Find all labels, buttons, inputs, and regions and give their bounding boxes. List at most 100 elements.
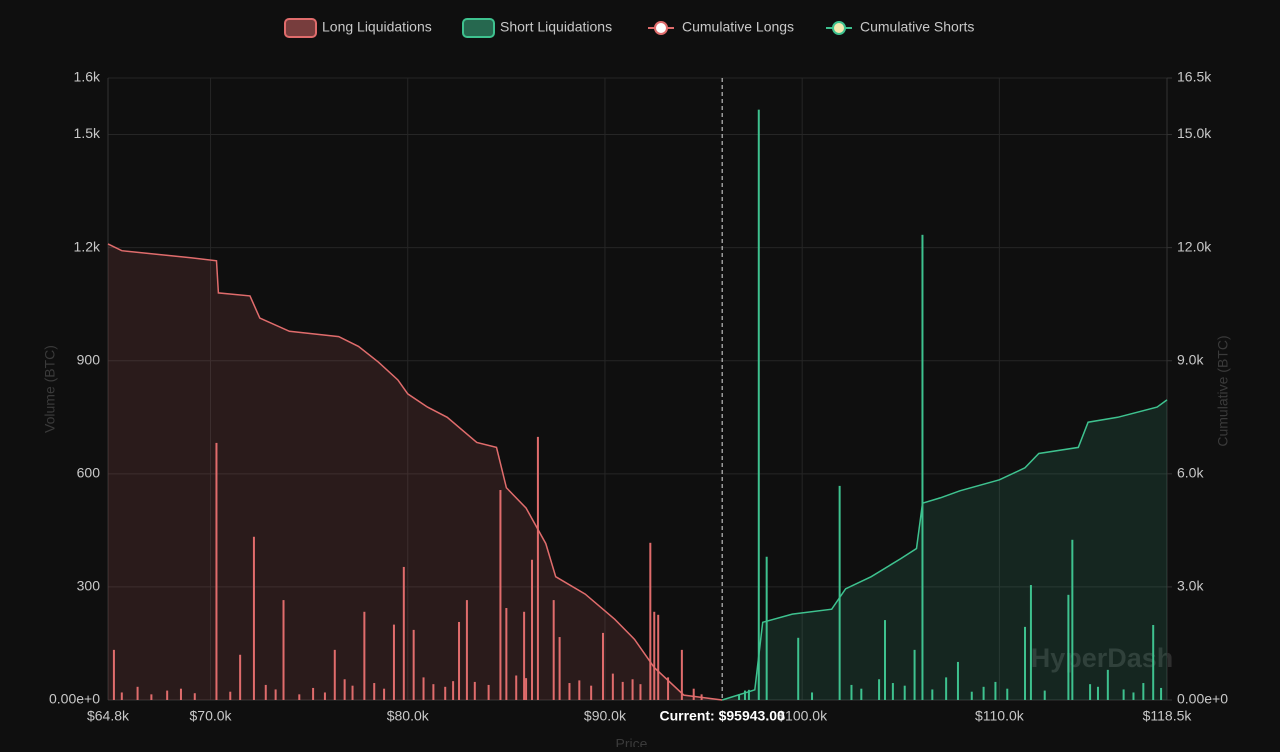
liquidation-bar — [1096, 686, 1099, 700]
liquidation-bar — [1089, 684, 1092, 700]
cumulative-area — [722, 399, 1167, 700]
liquidation-bar — [323, 692, 326, 700]
liquidation-bar — [680, 649, 683, 700]
legend-swatch — [284, 18, 317, 38]
y-tick-label: 0.00e+0 — [49, 691, 100, 707]
liquidation-bar — [530, 559, 533, 700]
cumulative-line — [721, 399, 1168, 701]
liquidation-bar — [1067, 594, 1070, 700]
liquidation-bar — [765, 556, 768, 700]
liquidation-bar — [631, 679, 634, 700]
liquidation-bar — [166, 690, 169, 700]
liquidation-bar — [568, 683, 571, 700]
liquidation-bar — [811, 692, 814, 700]
liquidation-bar — [1132, 692, 1135, 700]
liquidation-bar — [590, 685, 593, 700]
liquidation-bar — [422, 677, 425, 700]
liquidation-bar — [239, 654, 242, 700]
liquidation-bar — [444, 686, 447, 700]
liquidation-bar — [487, 684, 490, 700]
liquidation-bar — [264, 684, 267, 700]
y2-tick-label: 6.0k — [1177, 465, 1204, 481]
y-tick-label: 1.6k — [74, 69, 101, 85]
legend-marker — [654, 21, 668, 35]
legend-label[interactable]: Cumulative Longs — [682, 19, 794, 35]
liquidation-bar — [552, 600, 555, 700]
liquidation-bar — [274, 689, 277, 700]
liquidation-bar — [499, 490, 502, 700]
liquidation-bar — [757, 109, 760, 700]
liquidation-bar — [458, 621, 461, 700]
liquidation-bar — [639, 684, 642, 700]
legend-marker — [832, 21, 846, 35]
liquidation-bar — [657, 614, 660, 700]
liquidation-bar — [738, 694, 741, 700]
liquidation-bar — [838, 485, 841, 700]
liquidation-bar — [1106, 669, 1109, 700]
liquidation-bar — [692, 688, 695, 700]
liquidation-bar — [536, 436, 539, 700]
legend-label[interactable]: Long Liquidations — [322, 19, 432, 35]
liquidation-bar — [282, 600, 285, 700]
liquidation-bar — [525, 678, 528, 700]
liquidation-bar — [112, 649, 115, 700]
legend-label[interactable]: Short Liquidations — [500, 19, 612, 35]
liquidation-bar — [343, 679, 346, 700]
liquidation-bar — [878, 679, 881, 700]
liquidation-bar — [1122, 689, 1125, 700]
x-tick-label: $100.0k — [777, 708, 828, 724]
liquidation-bar — [333, 649, 336, 700]
liquidation-bar — [412, 629, 415, 700]
x-tick-label: $80.0k — [387, 708, 430, 724]
y2-axis-title: Cumulative (BTC) — [1215, 335, 1231, 446]
liquidation-bar — [1006, 688, 1009, 700]
liquidation-bar — [970, 691, 973, 700]
liquidation-bar — [351, 685, 354, 700]
liquidation-bar — [452, 681, 455, 700]
liquidation-bar — [1029, 585, 1032, 700]
liquidation-bar — [1043, 690, 1046, 700]
liquidation-bar — [994, 681, 997, 700]
liquidation-bar — [136, 686, 139, 700]
y2-tick-label: 3.0k — [1177, 578, 1204, 594]
liquidation-bar — [229, 691, 232, 700]
y-tick-label: 1.5k — [74, 125, 101, 141]
liquidation-bar — [473, 681, 476, 700]
current-price-label: Current: $95943.00 — [660, 708, 786, 724]
liquidation-bar — [578, 680, 581, 700]
liquidation-bar — [700, 694, 703, 700]
y-tick-label: 600 — [77, 465, 101, 481]
liquidation-bar — [921, 234, 924, 700]
liquidation-bar — [649, 542, 652, 700]
y2-tick-label: 12.0k — [1177, 238, 1212, 254]
liquidation-bar — [611, 673, 614, 700]
liquidation-bar — [1024, 626, 1027, 700]
liquidation-bar — [982, 686, 985, 700]
liquidation-bar — [883, 620, 886, 700]
y-tick-label: 300 — [77, 578, 101, 594]
cumulative-area — [108, 243, 723, 700]
x-tick-label: $110.0k — [975, 708, 1025, 724]
liquidation-bar — [392, 624, 395, 700]
liquidation-bar — [515, 675, 518, 700]
liquidation-bar — [252, 536, 255, 700]
liquidation-bar — [667, 677, 670, 700]
liquidation-bar — [312, 687, 315, 700]
liquidation-bar — [891, 683, 894, 700]
liquidation-bar — [465, 600, 468, 700]
liquidation-bar — [505, 608, 508, 700]
liquidation-bar — [402, 566, 405, 700]
liquidation-bar — [120, 692, 123, 700]
liquidation-bar — [1071, 539, 1074, 700]
liquidation-bar — [298, 694, 301, 700]
legend-label[interactable]: Cumulative Shorts — [860, 19, 974, 35]
liquidation-bar — [956, 661, 959, 700]
liquidation-bar — [432, 684, 435, 700]
x-tick-label: $64.8k — [87, 708, 130, 724]
liquidation-bar — [797, 637, 800, 700]
liquidation-bar — [743, 690, 746, 700]
x-axis-title: Price — [616, 736, 648, 747]
liquidation-bar — [945, 677, 948, 700]
